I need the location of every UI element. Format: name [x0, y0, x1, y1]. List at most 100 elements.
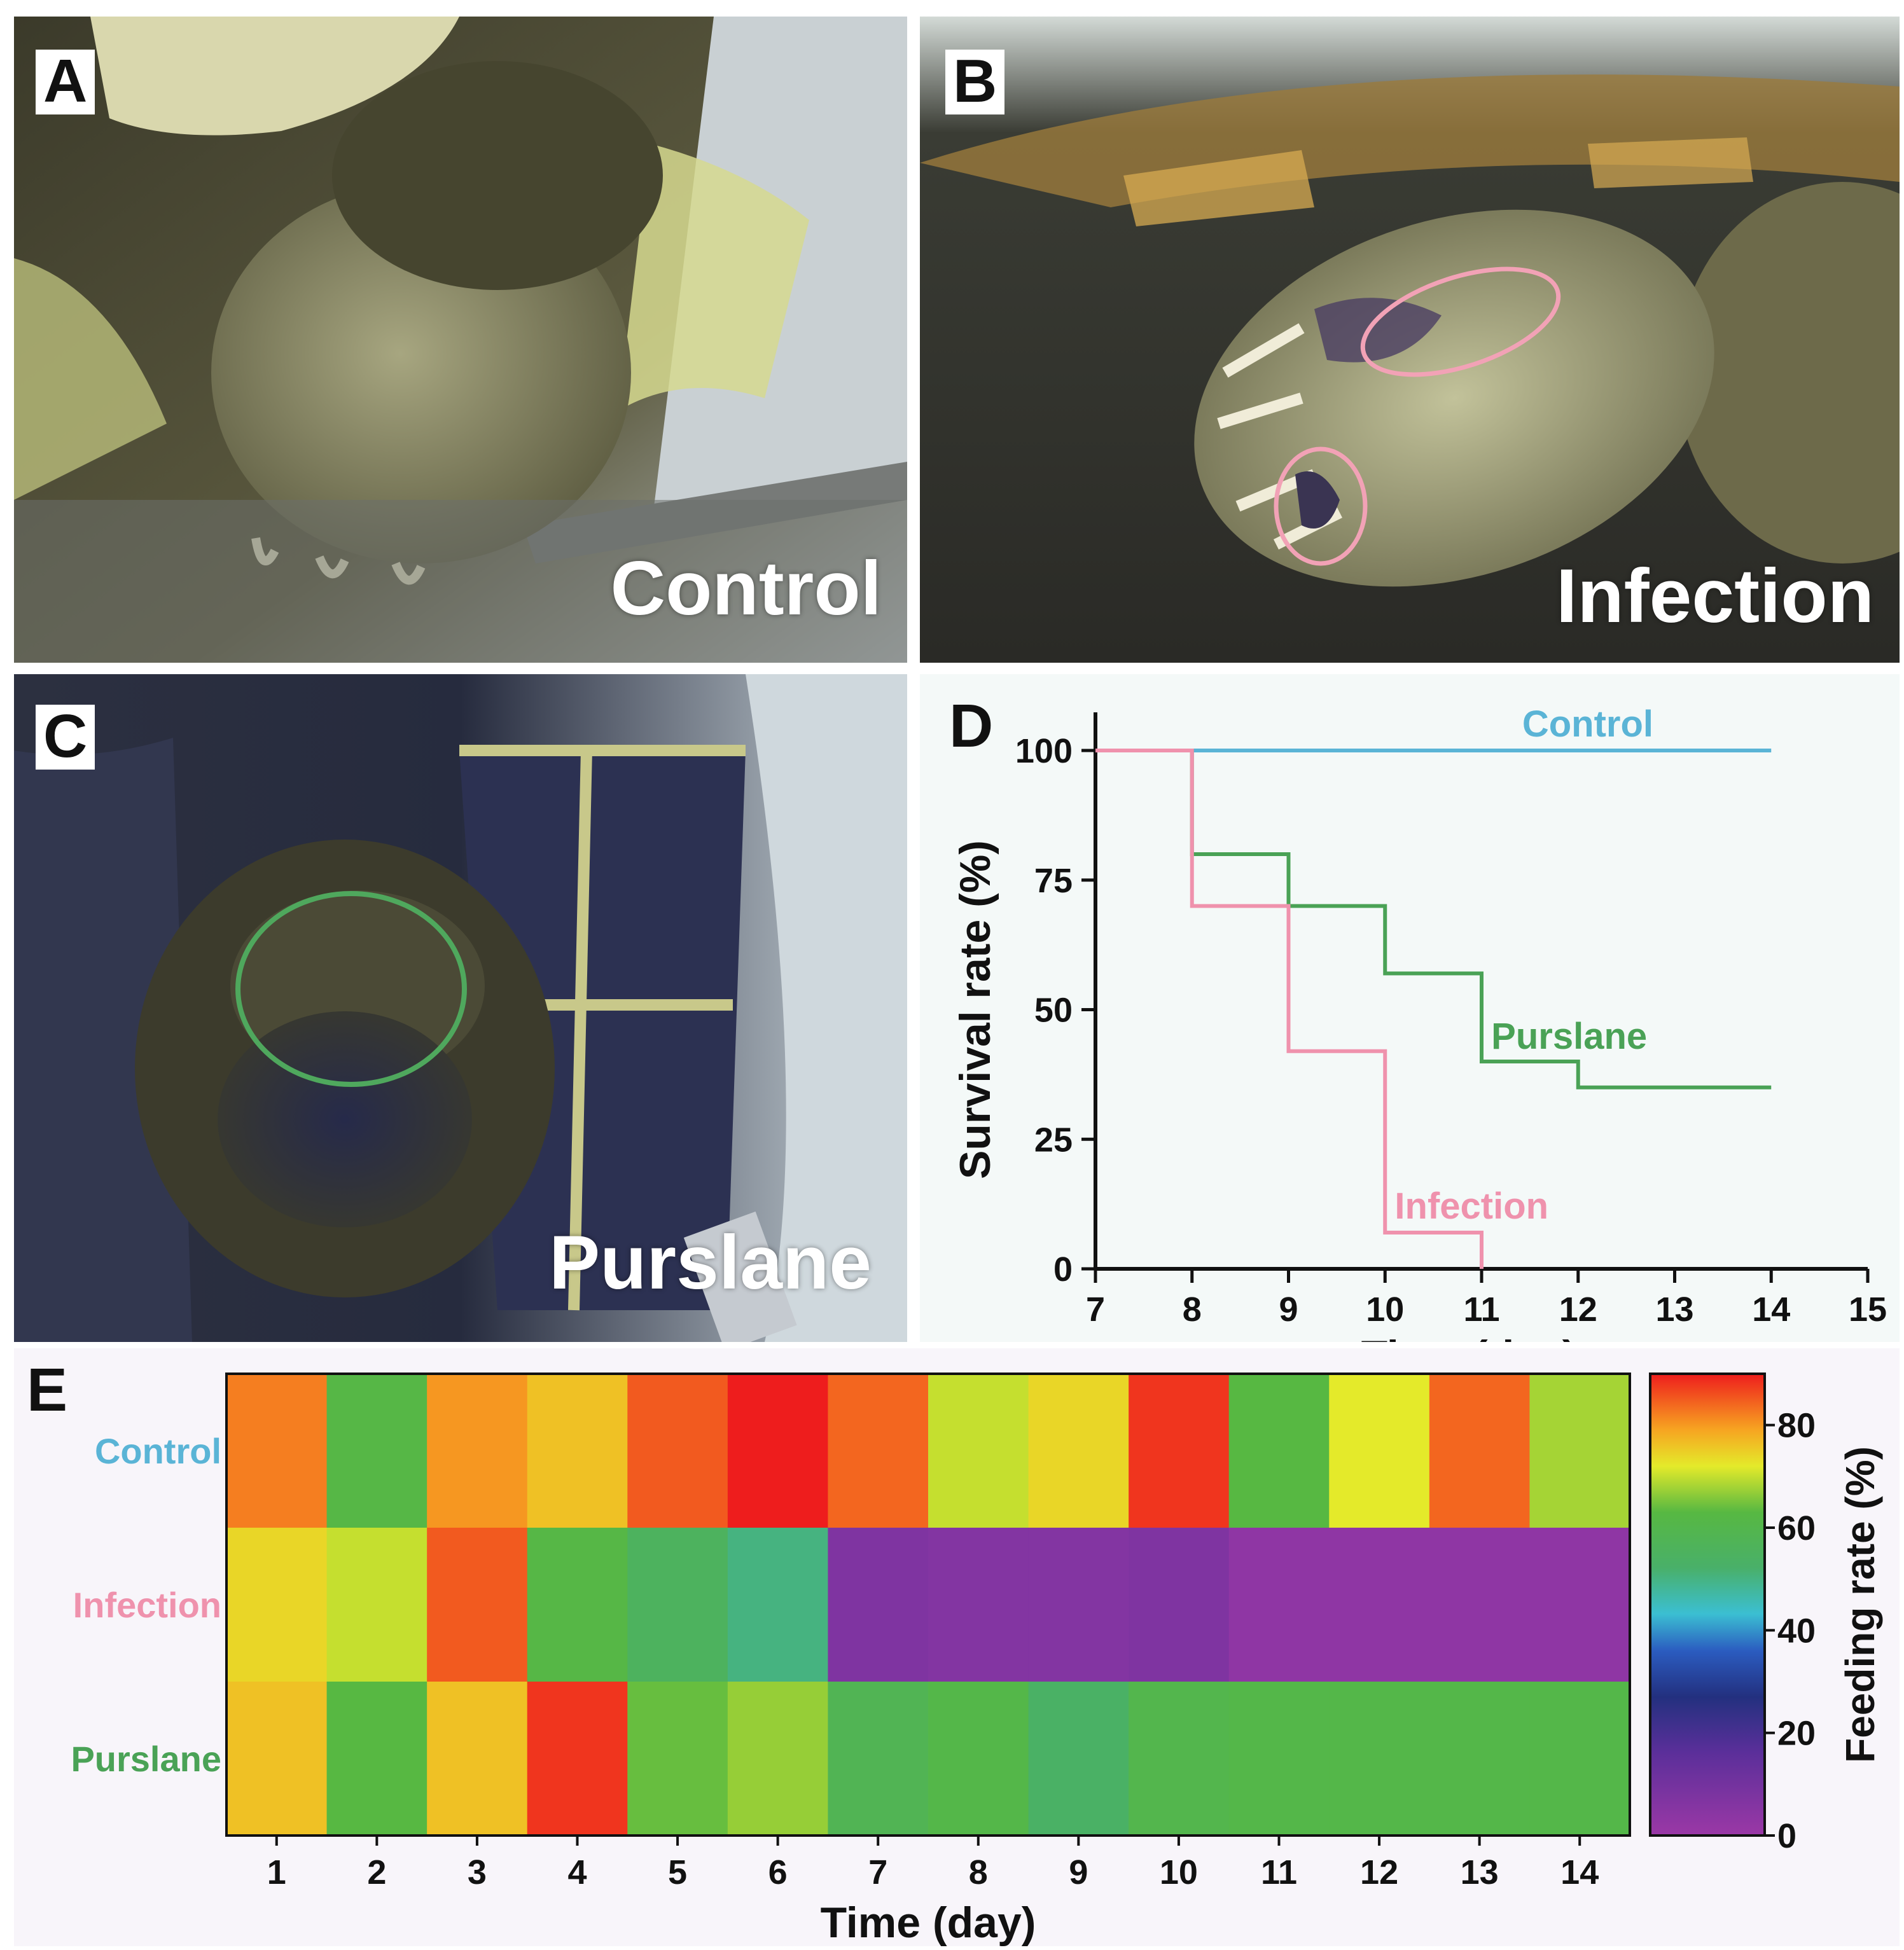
heatmap-cell: [627, 1374, 728, 1528]
infection-turtle-illustration: [920, 17, 1900, 663]
y-tick-label: 25: [1034, 1121, 1073, 1159]
heatmap-cell: [1429, 1374, 1531, 1528]
heatmap-frame: [225, 1373, 1631, 1846]
x-tick-label: 10: [1366, 1290, 1404, 1329]
heatmap-cell: [527, 1682, 628, 1836]
colorbar-tick-label: 80: [1777, 1407, 1816, 1445]
panel-c-purslane-photo: C Purslane: [14, 674, 907, 1342]
heatmap-cell: [427, 1528, 528, 1682]
heatmap-cell: [1429, 1682, 1531, 1836]
survival-labels: 7 8 9 10 11 12 13 14 15 0 25 50 75 100 Time (day) Survi…: [951, 703, 1887, 1342]
heatmap-cell: [1028, 1528, 1129, 1682]
x-tick-label: 7: [868, 1853, 887, 1891]
x-tick-label: 4: [567, 1853, 587, 1891]
panel-a-caption: Control: [610, 546, 882, 631]
heatmap-cell: [828, 1682, 929, 1836]
heatmap-cell: [627, 1682, 728, 1836]
panel-letter-c: C: [36, 705, 95, 770]
heatmap-cell: [828, 1374, 929, 1528]
heatmap-cell: [727, 1528, 829, 1682]
heatmap-cell: [226, 1528, 328, 1682]
heatmap-cell: [226, 1374, 328, 1528]
panel-b-infection-photo: B Infection: [920, 17, 1900, 663]
row-label-infection: Infection: [73, 1585, 221, 1625]
heatmap-cell: [427, 1682, 528, 1836]
colorbar-gradient: [1649, 1373, 1766, 1837]
heatmap-cell: [1129, 1528, 1230, 1682]
panel-a-control-photo: A Control: [14, 17, 907, 663]
heatmap-cell: [727, 1682, 829, 1836]
heatmap-cell: [1329, 1374, 1430, 1528]
x-tick-label: 14: [1752, 1290, 1790, 1329]
panel-e-feeding-heatmap: E Control Infection Purslane 1 2 3 4 5 6 7 8 9 10 11 1…: [14, 1348, 1900, 1946]
x-tick-label: 3: [468, 1853, 487, 1891]
colorbar: 0 20 40 60 80 Feeding rate (%): [1649, 1373, 1883, 1855]
heatmap-cell: [527, 1374, 628, 1528]
heatmap-cell: [1329, 1682, 1430, 1836]
x-tick-label: 14: [1560, 1853, 1599, 1891]
heatmap-cell: [1329, 1528, 1430, 1682]
heatmap-cell: [1028, 1374, 1129, 1528]
heatmap-cell: [928, 1374, 1029, 1528]
colorbar-tick-label: 0: [1777, 1817, 1796, 1855]
heatmap-cell: [427, 1374, 528, 1528]
colorbar-tick-label: 40: [1777, 1612, 1816, 1650]
heatmap-cells: [226, 1374, 1630, 1836]
series-line-purslane: [1095, 749, 1772, 1089]
x-tick-label: 15: [1849, 1290, 1887, 1329]
row-label-control: Control: [95, 1431, 221, 1471]
survival-chart-svg: 7 8 9 10 11 12 13 14 15 0 25 50 75 100 Time (day) Survi…: [951, 703, 1887, 1342]
heatmap-cell: [1228, 1528, 1330, 1682]
heatmap-cell: [226, 1682, 328, 1836]
x-tick-label: 11: [1261, 1853, 1297, 1891]
survival-series: [1095, 749, 1772, 1269]
heatmap-cell: [928, 1528, 1029, 1682]
heatmap-cell: [1129, 1682, 1230, 1836]
purslane-turtle-illustration: [14, 674, 907, 1342]
panel-c-caption: Purslane: [549, 1220, 872, 1305]
x-tick-label: 1: [267, 1853, 286, 1891]
colorbar-tick-label: 20: [1777, 1715, 1816, 1753]
y-axis-title: Survival rate (%): [951, 840, 999, 1179]
heatmap-cell: [627, 1528, 728, 1682]
heatmap-cell: [326, 1528, 427, 1682]
heatmap-cell: [326, 1374, 427, 1528]
x-tick-label: 9: [1069, 1853, 1088, 1891]
x-tick-label: 8: [1183, 1290, 1202, 1329]
lesion-circle-b1: [1360, 266, 1561, 377]
x-axis-title: Time (day): [821, 1898, 1036, 1946]
heatmap-cell: [828, 1528, 929, 1682]
y-tick-label: 100: [1015, 732, 1073, 770]
heatmap-cell: [1429, 1528, 1531, 1682]
x-tick-label: 12: [1559, 1290, 1597, 1329]
x-tick-label: 12: [1360, 1853, 1398, 1891]
heatmap-cell: [1028, 1682, 1129, 1836]
heatmap-cell: [1529, 1528, 1630, 1682]
y-tick-label: 0: [1053, 1250, 1073, 1289]
x-tick-label: 13: [1461, 1853, 1499, 1891]
heatmap-border: [225, 1373, 1631, 1837]
x-tick-label: 8: [969, 1853, 988, 1891]
panel-letter-a: A: [36, 50, 95, 114]
panel-letter-e: E: [27, 1356, 68, 1424]
panel-letter-d: D: [949, 692, 994, 760]
heatmap-cell: [928, 1682, 1029, 1836]
series-line-infection: [1095, 749, 1484, 1269]
y-tick-label: 75: [1034, 862, 1073, 900]
panel-letter-b: B: [945, 50, 1005, 114]
heatmap-cell: [527, 1528, 628, 1682]
series-label-infection: Infection: [1394, 1186, 1548, 1227]
lesion-circle-b2: [1274, 446, 1368, 566]
x-tick-label: 9: [1279, 1290, 1298, 1329]
series-label-purslane: Purslane: [1491, 1016, 1647, 1057]
heatmap-cell: [1129, 1374, 1230, 1528]
heatmap-cell: [1529, 1374, 1630, 1528]
x-tick-label: 5: [668, 1853, 687, 1891]
x-tick-label: 2: [367, 1853, 386, 1891]
x-tick-label: 10: [1160, 1853, 1198, 1891]
panel-d-survival-chart: D 7 8 9 10 11 12 13 14 15 0 25 50 75 100 Time (day) Sur…: [920, 674, 1900, 1342]
lesion-circle-c: [235, 891, 467, 1087]
row-label-purslane: Purslane: [71, 1739, 221, 1779]
series-label-control: Control: [1522, 703, 1653, 745]
